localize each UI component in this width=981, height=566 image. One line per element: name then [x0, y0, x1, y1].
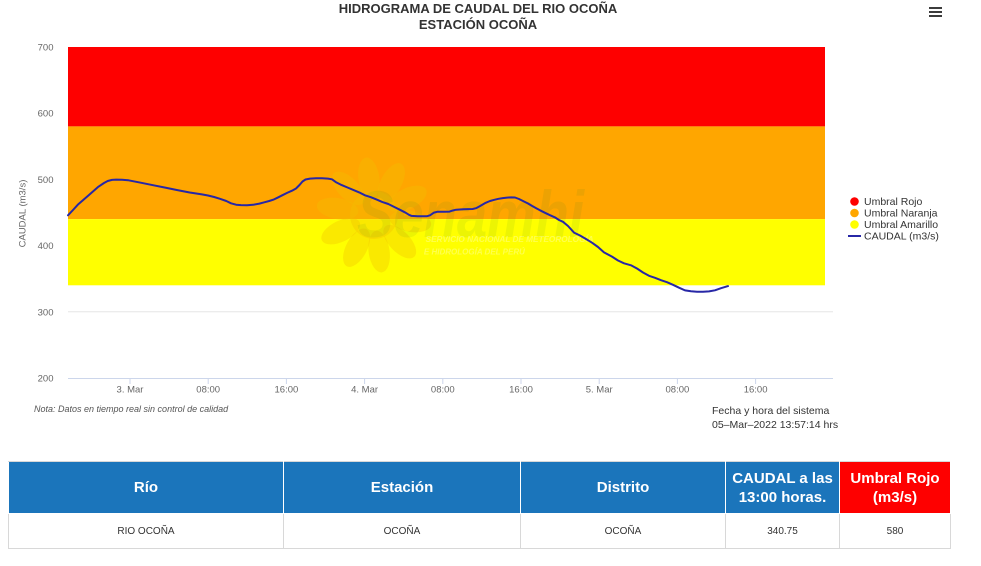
svg-text:CAUDAL (m3/s): CAUDAL (m3/s) [18, 180, 29, 248]
svg-text:08:00: 08:00 [431, 385, 455, 396]
svg-text:16:00: 16:00 [275, 385, 299, 396]
svg-text:3. Mar: 3. Mar [117, 385, 144, 396]
svg-text:4. Mar: 4. Mar [351, 385, 378, 396]
svg-text:08:00: 08:00 [196, 385, 220, 396]
svg-text:200: 200 [38, 374, 54, 385]
svg-text:Umbral Naranja: Umbral Naranja [864, 208, 938, 220]
svg-text:400: 400 [38, 241, 54, 252]
svg-text:16:00: 16:00 [509, 385, 533, 396]
svg-text:16:00: 16:00 [744, 385, 768, 396]
svg-text:SERVICIO NACIONAL DE METEOROLO: SERVICIO NACIONAL DE METEOROLOGÍA [426, 234, 594, 244]
svg-text:Umbral Amarillo: Umbral Amarillo [864, 219, 938, 231]
svg-text:5. Mar: 5. Mar [586, 385, 613, 396]
svg-text:300: 300 [38, 307, 54, 318]
svg-text:08:00: 08:00 [666, 385, 690, 396]
svg-text:500: 500 [38, 175, 54, 186]
svg-text:CAUDAL (m3/s): CAUDAL (m3/s) [864, 231, 939, 243]
svg-text:700: 700 [38, 43, 54, 54]
svg-text:Umbral Rojo: Umbral Rojo [864, 196, 923, 208]
svg-text:600: 600 [38, 109, 54, 120]
svg-text:E HIDROLOGÍA DEL PERÚ: E HIDROLOGÍA DEL PERÚ [424, 246, 526, 257]
